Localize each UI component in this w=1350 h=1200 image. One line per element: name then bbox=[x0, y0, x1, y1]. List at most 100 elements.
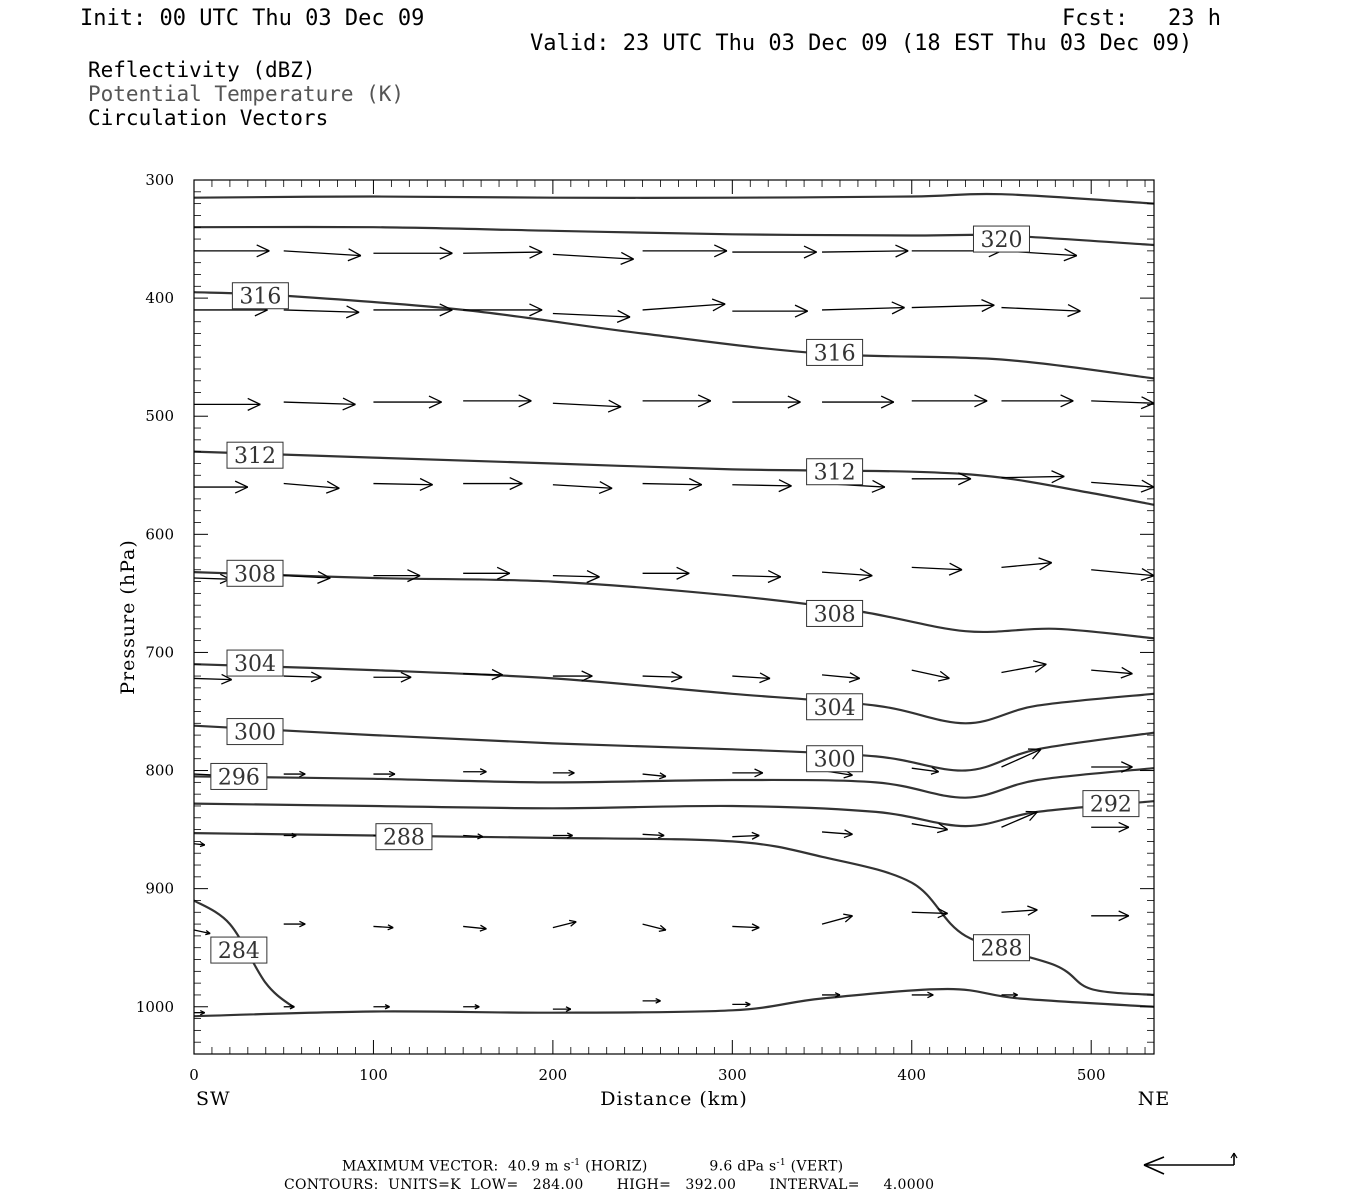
circulation-vector bbox=[283, 832, 297, 839]
forecast-hour: Fcst: 23 h bbox=[1062, 6, 1221, 31]
circulation-vector bbox=[283, 920, 306, 928]
circulation-vector bbox=[821, 672, 861, 683]
contour-label: 308 bbox=[226, 559, 284, 587]
y-tick-label: 600 bbox=[145, 525, 174, 543]
circulation-vector bbox=[1001, 557, 1053, 571]
contour-316 bbox=[194, 291, 1154, 380]
circulation-vector bbox=[283, 770, 306, 778]
contour-label: 296 bbox=[210, 762, 268, 790]
circulation-vector bbox=[911, 299, 995, 313]
x-tick-label: 500 bbox=[1077, 1066, 1106, 1084]
circulation-vector bbox=[463, 394, 532, 408]
circulation-vector bbox=[642, 831, 665, 839]
circulation-vector bbox=[373, 395, 442, 409]
circulation-vector bbox=[194, 1009, 206, 1016]
circulation-vector bbox=[822, 395, 895, 409]
contour-label-text: 300 bbox=[234, 721, 276, 746]
x-axis-ticks: 0 100 200 300 400 500 bbox=[189, 180, 1106, 1084]
circulation-vector bbox=[1091, 666, 1133, 679]
contour-296 bbox=[194, 767, 1154, 799]
contour-label-text: 316 bbox=[814, 341, 856, 366]
circulation-vector bbox=[552, 769, 575, 777]
circulation-vector bbox=[732, 304, 808, 318]
circulation-vector bbox=[463, 303, 543, 317]
circulation-vector bbox=[373, 303, 453, 317]
circulation-vector bbox=[821, 829, 853, 839]
contour-label-text: 312 bbox=[234, 444, 276, 469]
contour-label: 316 bbox=[806, 338, 864, 366]
field-reflectivity: Reflectivity (dBZ) bbox=[88, 58, 316, 82]
horiz-exponent: -1 bbox=[570, 1158, 581, 1168]
circulation-vector bbox=[822, 992, 841, 998]
circulation-vector bbox=[1001, 748, 1042, 768]
contour-label: 316 bbox=[231, 282, 289, 310]
contour-label: 304 bbox=[806, 693, 864, 721]
circulation-vector bbox=[283, 480, 340, 494]
circulation-vector bbox=[373, 770, 396, 778]
circulation-vector bbox=[373, 671, 412, 683]
contour-288 bbox=[194, 832, 1154, 996]
circulation-vector bbox=[911, 472, 972, 486]
circulation-vector bbox=[373, 246, 453, 260]
x-tick-label: 200 bbox=[539, 1066, 568, 1084]
contour-label-text: 300 bbox=[814, 748, 856, 773]
y-tick-label: 700 bbox=[145, 643, 174, 661]
circulation-vector bbox=[642, 671, 683, 683]
circulation-vector bbox=[463, 476, 523, 491]
contour-label: 288 bbox=[375, 823, 433, 851]
y-tick-label: 1000 bbox=[136, 998, 174, 1016]
circulation-vector bbox=[1001, 810, 1038, 828]
circulation-vector bbox=[194, 573, 231, 585]
circulation-vector bbox=[642, 477, 703, 492]
contour-label: 312 bbox=[226, 441, 284, 469]
circulation-vector bbox=[732, 245, 817, 259]
contour-label-text: 292 bbox=[1090, 793, 1132, 818]
contour-label: 320 bbox=[972, 225, 1030, 253]
circulation-vector bbox=[463, 833, 484, 840]
contour-label: 304 bbox=[226, 649, 284, 677]
circulation-vector bbox=[821, 568, 873, 582]
circulation-vector bbox=[283, 570, 331, 584]
y-axis-label: Pressure (hPa) bbox=[117, 539, 139, 695]
circulation-vector bbox=[373, 477, 433, 492]
circulation-vector bbox=[732, 569, 782, 584]
circulation-vector bbox=[911, 907, 948, 919]
circulation-vector bbox=[283, 397, 356, 411]
max-vector-vert: 9.6 dPa s bbox=[709, 1158, 777, 1175]
circulation-vector bbox=[1001, 905, 1038, 916]
circulation-vector bbox=[732, 479, 792, 493]
contour-label-text: 312 bbox=[814, 461, 856, 486]
circulation-vector bbox=[283, 305, 360, 319]
contour-label: 312 bbox=[806, 458, 864, 486]
x-tick-label: 400 bbox=[897, 1066, 926, 1084]
circulation-vector bbox=[1091, 479, 1154, 493]
contour-label: 288 bbox=[972, 934, 1030, 962]
theta-contours bbox=[194, 192, 1154, 1018]
circulation-vector bbox=[1091, 396, 1154, 410]
circulation-vector bbox=[732, 395, 801, 409]
horiz-tag: (HORIZ) bbox=[585, 1158, 648, 1175]
circulation-vector bbox=[1091, 567, 1154, 582]
circulation-vector bbox=[552, 832, 573, 839]
vert-tag: (VERT) bbox=[790, 1158, 844, 1175]
x-tick-label: 0 bbox=[189, 1066, 199, 1084]
contour-label-text: 296 bbox=[218, 765, 260, 790]
y-tick-label: 800 bbox=[145, 762, 174, 780]
max-vector-horiz: 40.9 m s bbox=[508, 1158, 571, 1175]
circulation-vector bbox=[642, 772, 667, 780]
circulation-vector bbox=[552, 1006, 572, 1012]
circulation-vector bbox=[463, 245, 543, 259]
circulation-vector bbox=[194, 244, 270, 258]
circulation-vector bbox=[373, 924, 394, 931]
circulation-vector bbox=[194, 480, 249, 494]
contour-288 bbox=[194, 987, 1154, 1018]
circulation-vector bbox=[911, 562, 963, 576]
contour-label: 284 bbox=[210, 936, 268, 964]
circulation-vector bbox=[911, 991, 934, 999]
circulation-vector bbox=[463, 566, 511, 580]
contour-312 bbox=[194, 450, 1154, 506]
circulation-vector bbox=[194, 841, 206, 848]
contour-320 bbox=[194, 192, 1154, 205]
contour-label-text: 304 bbox=[814, 696, 856, 721]
